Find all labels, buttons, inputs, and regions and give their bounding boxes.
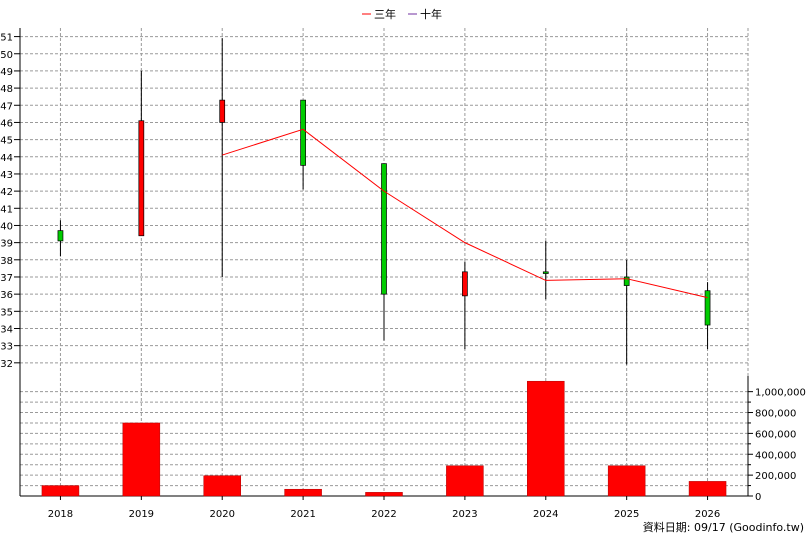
- candle-body: [138, 120, 145, 237]
- price-tick-label: 32: [0, 359, 13, 370]
- x-axis: 2018 2019 2020 2021 2022 2023 2024 2025 2026: [48, 496, 720, 520]
- price-tick-label: 36: [0, 290, 13, 301]
- ma3-polyline: [222, 128, 708, 299]
- price-tick-label: 48: [0, 84, 13, 95]
- legend-label-3y: 三年: [374, 7, 396, 21]
- volume-tick-label: 200,000: [755, 471, 796, 482]
- price-tick-label: 42: [0, 187, 13, 198]
- volume-tick-label: 400,000: [755, 450, 796, 461]
- x-tick-label: 2026: [695, 509, 720, 520]
- x-tick-label: 2021: [290, 509, 315, 520]
- x-tick-label: 2023: [452, 509, 477, 520]
- volume-bars: [41, 380, 727, 497]
- price-tick-label: 51: [0, 33, 13, 44]
- x-tick-label: 2018: [48, 509, 73, 520]
- volume-bar: [446, 465, 484, 497]
- price-tick-label: 49: [0, 67, 13, 78]
- volume-axis: 0 200,000 400,000 600,000 800,000 1,000,000: [748, 388, 806, 503]
- candle-body: [542, 271, 549, 274]
- candle-body: [704, 290, 711, 326]
- x-tick-label: 2020: [209, 509, 234, 520]
- volume-bar: [527, 380, 565, 497]
- candle-body: [462, 271, 468, 297]
- price-tick-label: 50: [0, 50, 13, 61]
- legend: 三年 十年: [362, 7, 442, 21]
- x-tick-label: 2024: [533, 509, 558, 520]
- source-text: 資料日期: 09/17 (Goodinfo.tw): [643, 520, 804, 534]
- price-tick-label: 37: [0, 273, 13, 284]
- candle-body: [623, 276, 630, 286]
- volume-tick-label: 800,000: [755, 409, 796, 420]
- price-tick-label: 34: [0, 324, 13, 335]
- price-tick-label: 43: [0, 170, 13, 181]
- volume-bar: [41, 485, 80, 497]
- legend-label-10y: 十年: [420, 7, 442, 21]
- x-tick-label: 2022: [371, 509, 396, 520]
- candle-body: [219, 99, 226, 123]
- price-tick-label: 41: [0, 204, 13, 215]
- price-tick-label: 38: [0, 256, 13, 267]
- price-tick-label: 33: [0, 342, 13, 353]
- x-tick-label: 2025: [614, 509, 639, 520]
- candle-body: [300, 99, 306, 166]
- candlesticks: [57, 38, 711, 365]
- x-tick-label: 2019: [129, 509, 154, 520]
- candle-body: [57, 230, 64, 242]
- volume-bar: [607, 465, 646, 497]
- volume-bar: [688, 481, 727, 497]
- price-tick-label: 35: [0, 307, 13, 318]
- price-tick-label: 39: [0, 239, 13, 250]
- price-tick-label: 47: [0, 101, 13, 112]
- ma3-line: [222, 128, 708, 299]
- price-tick-label: 45: [0, 136, 13, 147]
- volume-tick-label: 1,000,000: [755, 388, 806, 399]
- volume-bar: [122, 422, 161, 497]
- price-tick-label: 40: [0, 221, 13, 232]
- price-axis: 32 33 34 35 36 37 38 39 40 41 42 43 44 45 46 47 48 49 50 51: [0, 33, 20, 370]
- volume-bar: [365, 492, 403, 497]
- volume-tick-label: 600,000: [755, 429, 796, 440]
- volume-bar: [203, 475, 241, 497]
- volume-bar: [284, 488, 322, 497]
- price-tick-label: 46: [0, 118, 13, 129]
- volume-tick-label: 0: [755, 492, 761, 503]
- candle-body: [381, 163, 387, 295]
- price-tick-label: 44: [0, 153, 13, 164]
